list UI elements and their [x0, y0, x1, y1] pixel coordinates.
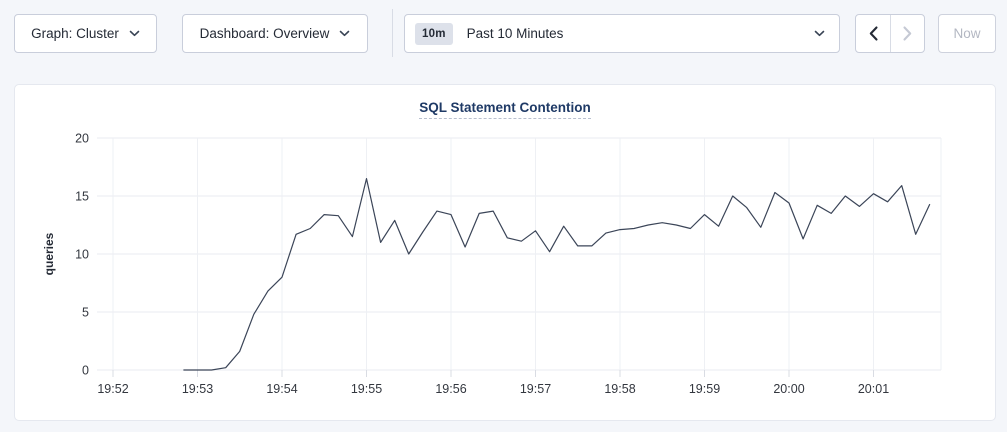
chevron-down-icon [340, 30, 350, 37]
y-tick-label: 15 [75, 190, 89, 204]
time-range-badge: 10m [415, 22, 453, 45]
x-tick-label: 20:00 [773, 382, 804, 396]
dashboard-dropdown-label: Dashboard: Overview [199, 26, 330, 41]
y-axis-title: queries [42, 232, 56, 275]
x-tick-label: 20:01 [858, 382, 889, 396]
x-tick-label: 19:53 [182, 382, 213, 396]
time-step-button-group [855, 14, 925, 53]
chevron-left-icon [869, 26, 878, 41]
chart-card: SQL Statement Contention 0 5 10 15 20 19:52 19… [14, 84, 996, 421]
y-tick-label: 20 [75, 132, 89, 146]
chevron-down-icon [129, 30, 140, 37]
x-tick-label: 19:59 [689, 382, 720, 396]
x-tick-label: 19:56 [435, 382, 466, 396]
next-time-window-button[interactable] [890, 15, 924, 52]
graph-dropdown-label: Graph: Cluster [31, 26, 119, 41]
chevron-down-icon [814, 30, 825, 37]
time-range-selector[interactable]: 10m Past 10 Minutes [404, 14, 840, 53]
x-tick-label: 19:54 [266, 382, 297, 396]
graph-dropdown[interactable]: Graph: Cluster [14, 14, 157, 53]
chart-title-row: SQL Statement Contention [15, 99, 995, 119]
chevron-right-icon [903, 26, 912, 41]
y-tick-label: 10 [75, 248, 89, 262]
now-button[interactable]: Now [938, 14, 996, 53]
chart-title[interactable]: SQL Statement Contention [419, 100, 591, 119]
y-tick-label: 0 [82, 364, 89, 378]
toolbar-divider [392, 9, 393, 57]
time-range-label: Past 10 Minutes [466, 26, 564, 41]
x-tick-label: 19:58 [604, 382, 635, 396]
x-tick-label: 19:57 [520, 382, 551, 396]
contention-chart[interactable]: 0 5 10 15 20 19:52 19:53 19:54 19:55 19:56 19:57 19… [15, 85, 997, 422]
x-tick-label: 19:55 [351, 382, 382, 396]
x-tick-label: 19:52 [97, 382, 128, 396]
dashboard-dropdown[interactable]: Dashboard: Overview [182, 14, 368, 53]
y-tick-label: 5 [82, 306, 89, 320]
previous-time-window-button[interactable] [856, 15, 890, 52]
series-line-sql-statement-contention [183, 177, 931, 371]
